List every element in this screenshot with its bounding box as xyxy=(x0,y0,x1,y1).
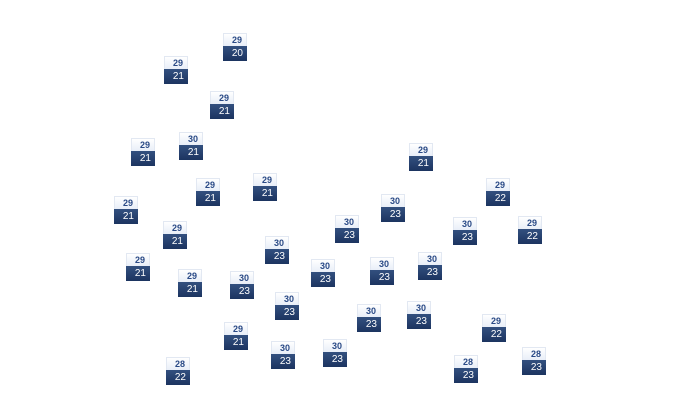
high-temperature: 29 xyxy=(163,221,187,234)
station-temperature-marker[interactable]: 29 21 xyxy=(178,269,202,297)
high-temperature: 30 xyxy=(271,341,295,354)
station-temperature-marker[interactable]: 30 23 xyxy=(311,259,335,287)
low-temperature: 22 xyxy=(166,370,190,385)
station-temperature-marker[interactable]: 29 22 xyxy=(486,178,510,206)
station-temperature-marker[interactable]: 28 22 xyxy=(166,357,190,385)
station-temperature-marker[interactable]: 30 21 xyxy=(179,132,203,160)
station-temperature-marker[interactable]: 28 23 xyxy=(522,347,546,375)
high-temperature: 29 xyxy=(210,91,234,104)
station-temperature-marker[interactable]: 29 21 xyxy=(163,221,187,249)
low-temperature: 23 xyxy=(275,305,299,320)
station-temperature-marker[interactable]: 28 23 xyxy=(454,355,478,383)
high-temperature: 30 xyxy=(370,257,394,270)
high-temperature: 30 xyxy=(230,271,254,284)
high-temperature: 29 xyxy=(224,322,248,335)
low-temperature: 22 xyxy=(482,327,506,342)
low-temperature: 21 xyxy=(210,104,234,119)
high-temperature: 30 xyxy=(179,132,203,145)
station-temperature-marker[interactable]: 29 21 xyxy=(224,322,248,350)
station-temperature-marker[interactable]: 29 22 xyxy=(482,314,506,342)
low-temperature: 21 xyxy=(163,234,187,249)
high-temperature: 30 xyxy=(418,252,442,265)
station-temperature-marker[interactable]: 29 21 xyxy=(210,91,234,119)
high-temperature: 30 xyxy=(335,215,359,228)
station-temperature-marker[interactable]: 30 23 xyxy=(357,304,381,332)
station-temperature-marker[interactable]: 29 21 xyxy=(131,138,155,166)
low-temperature: 23 xyxy=(230,284,254,299)
high-temperature: 29 xyxy=(164,56,188,69)
high-temperature: 30 xyxy=(407,301,431,314)
station-temperature-marker[interactable]: 29 21 xyxy=(253,173,277,201)
high-temperature: 29 xyxy=(223,33,247,46)
high-temperature: 29 xyxy=(131,138,155,151)
station-temperature-marker[interactable]: 30 23 xyxy=(275,292,299,320)
station-temperature-marker[interactable]: 29 20 xyxy=(223,33,247,61)
high-temperature: 28 xyxy=(522,347,546,360)
station-temperature-marker[interactable]: 29 21 xyxy=(164,56,188,84)
high-temperature: 30 xyxy=(265,236,289,249)
low-temperature: 21 xyxy=(114,209,138,224)
high-temperature: 29 xyxy=(486,178,510,191)
low-temperature: 23 xyxy=(418,265,442,280)
high-temperature: 29 xyxy=(196,178,220,191)
low-temperature: 21 xyxy=(196,191,220,206)
station-temperature-marker[interactable]: 30 23 xyxy=(418,252,442,280)
station-temperature-marker[interactable]: 30 23 xyxy=(323,339,347,367)
low-temperature: 23 xyxy=(454,368,478,383)
station-temperature-marker[interactable]: 29 21 xyxy=(126,253,150,281)
high-temperature: 29 xyxy=(482,314,506,327)
low-temperature: 21 xyxy=(179,145,203,160)
low-temperature: 23 xyxy=(381,207,405,222)
high-temperature: 29 xyxy=(114,196,138,209)
station-temperature-marker[interactable]: 30 23 xyxy=(335,215,359,243)
low-temperature: 23 xyxy=(335,228,359,243)
low-temperature: 23 xyxy=(407,314,431,329)
station-temperature-marker[interactable]: 30 23 xyxy=(407,301,431,329)
low-temperature: 21 xyxy=(253,186,277,201)
high-temperature: 28 xyxy=(454,355,478,368)
station-temperature-marker[interactable]: 29 21 xyxy=(114,196,138,224)
low-temperature: 23 xyxy=(271,354,295,369)
high-temperature: 29 xyxy=(178,269,202,282)
low-temperature: 23 xyxy=(357,317,381,332)
station-temperature-marker[interactable]: 30 23 xyxy=(381,194,405,222)
high-temperature: 29 xyxy=(518,216,542,229)
high-temperature: 30 xyxy=(453,217,477,230)
high-temperature: 30 xyxy=(323,339,347,352)
station-temperature-marker[interactable]: 30 23 xyxy=(453,217,477,245)
low-temperature: 22 xyxy=(518,229,542,244)
low-temperature: 23 xyxy=(522,360,546,375)
low-temperature: 21 xyxy=(164,69,188,84)
low-temperature: 20 xyxy=(223,46,247,61)
station-temperature-marker[interactable]: 29 22 xyxy=(518,216,542,244)
station-temperature-marker[interactable]: 29 21 xyxy=(409,143,433,171)
low-temperature: 23 xyxy=(453,230,477,245)
high-temperature: 28 xyxy=(166,357,190,370)
low-temperature: 21 xyxy=(178,282,202,297)
station-temperature-marker[interactable]: 30 23 xyxy=(265,236,289,264)
low-temperature: 21 xyxy=(224,335,248,350)
high-temperature: 30 xyxy=(275,292,299,305)
low-temperature: 21 xyxy=(126,266,150,281)
low-temperature: 21 xyxy=(409,156,433,171)
station-temperature-marker[interactable]: 30 23 xyxy=(370,257,394,285)
high-temperature: 29 xyxy=(126,253,150,266)
low-temperature: 23 xyxy=(370,270,394,285)
high-temperature: 30 xyxy=(311,259,335,272)
high-temperature: 29 xyxy=(253,173,277,186)
low-temperature: 23 xyxy=(311,272,335,287)
high-temperature: 30 xyxy=(381,194,405,207)
station-temperature-marker[interactable]: 30 23 xyxy=(230,271,254,299)
low-temperature: 23 xyxy=(323,352,347,367)
high-temperature: 29 xyxy=(409,143,433,156)
high-temperature: 30 xyxy=(357,304,381,317)
station-temperature-marker[interactable]: 29 21 xyxy=(196,178,220,206)
low-temperature: 23 xyxy=(265,249,289,264)
station-temperature-marker[interactable]: 30 23 xyxy=(271,341,295,369)
low-temperature: 22 xyxy=(486,191,510,206)
low-temperature: 21 xyxy=(131,151,155,166)
